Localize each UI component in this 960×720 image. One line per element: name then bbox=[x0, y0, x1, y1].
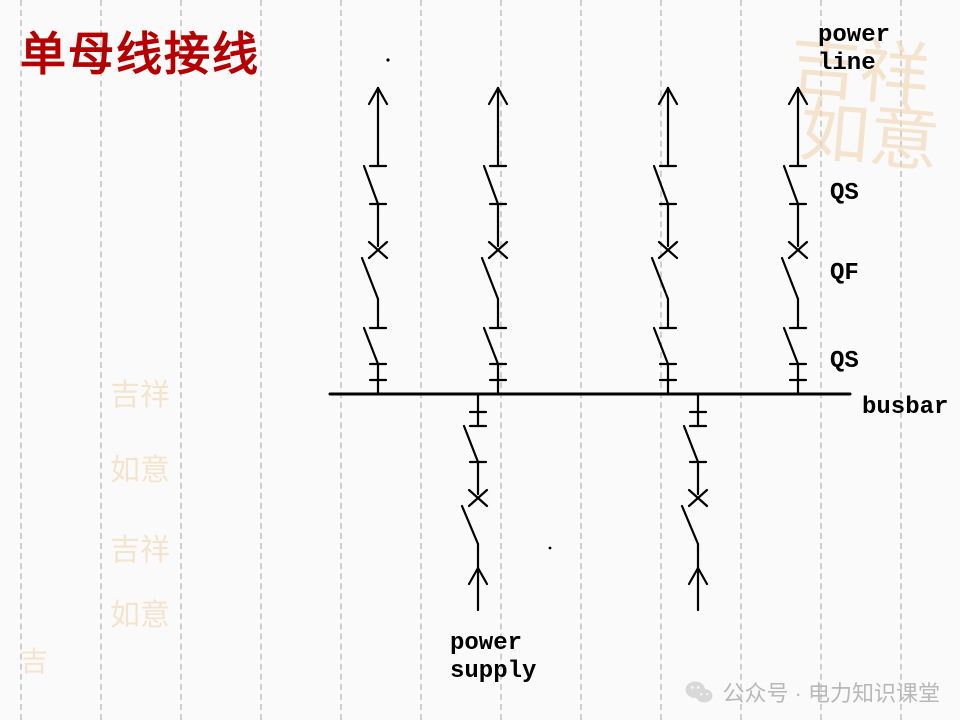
busbar-diagram bbox=[0, 0, 960, 720]
